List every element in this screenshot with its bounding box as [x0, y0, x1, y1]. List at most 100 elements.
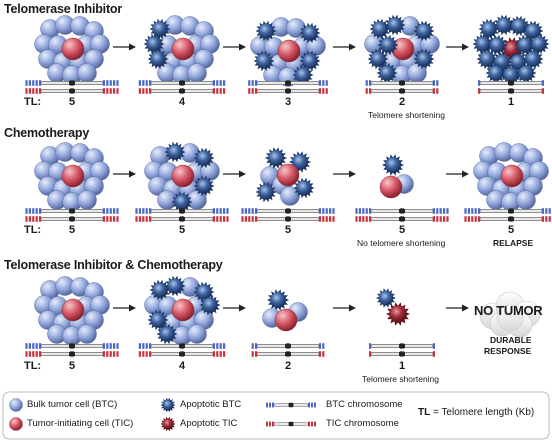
- telomere-stripe: [318, 351, 321, 357]
- apoptotic-btc-body: [379, 65, 395, 81]
- telomere-stripe: [149, 88, 152, 94]
- apoptotic-btc: [171, 191, 193, 213]
- telomere-stripe: [116, 351, 119, 357]
- telomere-stripe: [474, 216, 477, 222]
- centromere: [69, 343, 75, 349]
- telomere-stripe: [322, 343, 325, 349]
- apoptotic-btc-body: [481, 21, 497, 37]
- telomere-stripe: [478, 80, 481, 86]
- apoptotic-btc: [253, 50, 275, 72]
- telomere-stripe: [244, 208, 247, 214]
- telomere-stripe: [432, 343, 435, 349]
- telomere-stripe: [369, 80, 372, 86]
- telomere-stripe: [446, 216, 449, 222]
- telomere-stripe: [272, 402, 274, 408]
- telomere-stripe: [219, 351, 222, 357]
- row3-arrow-2: [223, 304, 246, 312]
- telomere-stripe: [308, 421, 310, 427]
- telomere-stripe: [322, 80, 325, 86]
- centromere: [399, 343, 405, 349]
- row1-cluster-1: [34, 15, 110, 85]
- tumor-initiating-cell: [274, 308, 298, 332]
- telomere-stripe: [32, 343, 35, 349]
- telomere-stripe: [332, 208, 335, 214]
- telomere-stripe: [113, 351, 116, 357]
- telomere-stripe: [255, 343, 258, 349]
- telomere-stripe: [25, 343, 28, 349]
- telomere-stripe: [212, 343, 215, 349]
- apoptotic-btc: [377, 34, 399, 56]
- arrow-head: [462, 304, 469, 312]
- telomere-stripe: [251, 80, 254, 86]
- apoptotic-btc: [367, 48, 389, 70]
- telomere-stripe: [251, 351, 254, 357]
- telomere-stripe: [216, 88, 219, 94]
- apoptotic-btc-body: [479, 51, 495, 67]
- centromere: [285, 80, 291, 86]
- apoptotic-btc: [147, 309, 169, 331]
- tumor-initiating-cell: [277, 39, 301, 63]
- telomere-stripe: [109, 343, 112, 349]
- row1-chromosomes-2-btc-chromosome: [138, 80, 226, 86]
- row3-chromosomes-4-tic-chromosome: [369, 351, 435, 357]
- row2-cluster-1: [34, 142, 110, 212]
- telomere-stripe: [142, 80, 145, 86]
- row3-chromosomes-1-btc-chromosome: [25, 343, 119, 349]
- telomere-stripe: [116, 80, 119, 86]
- row1-arrow-3: [333, 43, 356, 51]
- apoptotic-btc-body: [302, 53, 318, 69]
- row1-chromosomes-5-tic-chromosome: [478, 88, 544, 94]
- apoptotic-btc: [376, 288, 396, 308]
- telomere-stripe: [251, 208, 254, 214]
- telomere-stripe: [255, 88, 258, 94]
- telomere-stripe: [149, 80, 152, 86]
- telomere-stripe: [35, 208, 38, 214]
- telomere-stripe: [248, 216, 251, 222]
- apoptotic-btc: [369, 18, 391, 40]
- apoptotic-btc: [156, 323, 178, 345]
- telomere-stripe: [109, 208, 112, 214]
- apoptotic-btc: [267, 289, 289, 311]
- telomere-stripe: [216, 216, 219, 222]
- centromere: [399, 80, 405, 86]
- telomere-stripe: [464, 216, 467, 222]
- legend-chromosome-icons: [266, 402, 316, 427]
- telomere-stripe: [358, 208, 361, 214]
- telomere-stripe: [35, 351, 38, 357]
- apoptotic-btc-body: [488, 65, 504, 81]
- telomere-stripe: [116, 208, 119, 214]
- telomere-stripe: [266, 421, 268, 427]
- telomere-stripe: [241, 208, 244, 214]
- tl-label: TL:: [24, 96, 42, 108]
- bulk-tumor-cell: [516, 190, 536, 210]
- tl-value: 5: [398, 224, 406, 236]
- apoptotic-btc: [515, 62, 537, 84]
- bulk-tumor-cell: [9, 398, 23, 412]
- telomere-stripe: [39, 88, 42, 94]
- telomere-stripe: [436, 88, 439, 94]
- apoptotic-btc-body: [256, 53, 272, 69]
- telomere-stripe: [478, 208, 481, 214]
- apoptotic-btc-body: [150, 51, 166, 67]
- centromere: [69, 208, 75, 214]
- tl-value: 2: [398, 96, 406, 108]
- note-no-telomere-shortening: No telomere shortening: [357, 238, 446, 248]
- telomere-stripe: [478, 88, 481, 94]
- telomere-stripe: [149, 351, 152, 357]
- durable-label: DURABLE: [490, 335, 532, 345]
- telomere-stripe: [219, 343, 222, 349]
- telomere-stripe: [325, 208, 328, 214]
- telomere-stripe: [145, 351, 148, 357]
- telomere-stripe: [548, 216, 551, 222]
- arrow-head: [239, 43, 246, 51]
- row3-cluster-3: [262, 289, 308, 332]
- apoptotic-btc: [413, 48, 435, 70]
- telomere-stripe: [255, 80, 258, 86]
- centromere: [288, 421, 294, 427]
- apoptotic-btc-body: [292, 154, 308, 170]
- row3-arrow-4: [446, 304, 469, 312]
- legend-tic-chromosome-label: TIC chromosome: [326, 418, 399, 429]
- telomere-stripe: [474, 208, 477, 214]
- row3-chromosomes-3-tic-chromosome: [251, 351, 325, 357]
- telomere-stripe: [32, 351, 35, 357]
